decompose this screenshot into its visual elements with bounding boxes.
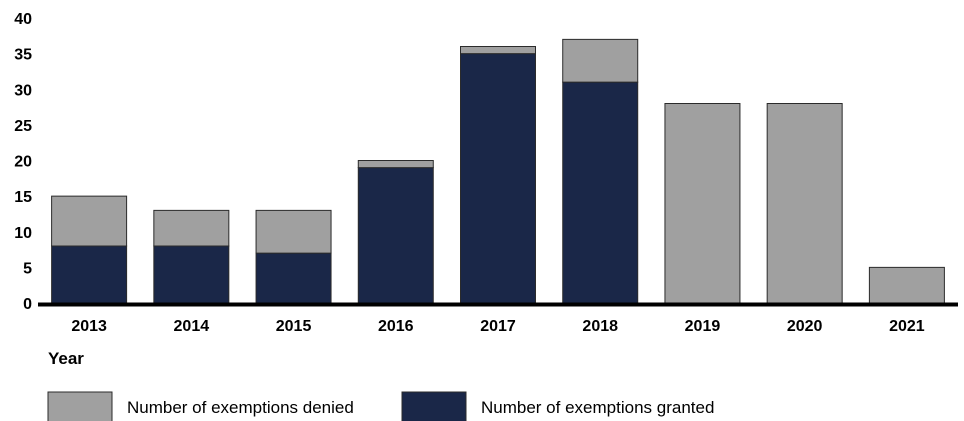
bar-denied-2018 [562,38,639,83]
x-tick-label: 2020 [787,318,823,335]
y-tick-label: 35 [14,47,32,64]
y-tick-label: 15 [14,189,32,206]
y-tick-label: 5 [23,260,32,277]
y-tick-label: 25 [14,118,32,135]
y-tick-label: 10 [14,225,32,242]
bar-granted-2013 [51,245,128,304]
x-tick-label: 2015 [276,318,312,335]
y-tick-label: 0 [23,296,32,313]
bar-denied-2014 [153,209,230,247]
x-tick-label: 2021 [889,318,925,335]
y-axis-ticks: 0 5 10 15 20 25 30 35 40 [14,11,32,313]
x-tick-label: 2014 [174,318,210,335]
legend-swatch [401,391,467,421]
legend: Number of exemptions denied Number of exe… [47,391,714,421]
bar-denied-2020 [766,103,843,304]
bar-denied-2013 [51,195,128,247]
x-tick-label: 2019 [685,318,721,335]
bar-granted-2015 [255,252,332,304]
legend-label: Number of exemptions denied [127,398,354,417]
legend-item: Number of exemptions denied [47,391,354,421]
bar-denied-2015 [255,209,332,254]
legend-label: Number of exemptions granted [481,398,714,417]
x-tick-label: 2016 [378,318,414,335]
bar-denied-2019 [664,103,741,304]
y-tick-label: 40 [14,11,32,28]
y-tick-label: 30 [14,82,32,99]
bar-denied-2016 [357,160,434,169]
x-tick-label: 2018 [582,318,618,335]
bars [51,38,945,304]
bar-granted-2016 [357,167,434,304]
bar-denied-2021 [868,266,945,304]
x-tick-label: 2013 [71,318,107,335]
bar-granted-2017 [460,53,536,304]
x-axis-ticks: 2013 2014 2015 2016 2017 2018 2019 2020 2021 [71,318,924,335]
x-axis-label: Year [48,349,84,368]
legend-swatch [47,391,113,421]
bar-granted-2014 [153,245,230,304]
bar-granted-2018 [562,81,639,304]
legend-item: Number of exemptions granted [401,391,714,421]
x-tick-label: 2017 [480,318,516,335]
y-tick-label: 20 [14,154,32,171]
bar-denied-2017 [460,46,536,55]
